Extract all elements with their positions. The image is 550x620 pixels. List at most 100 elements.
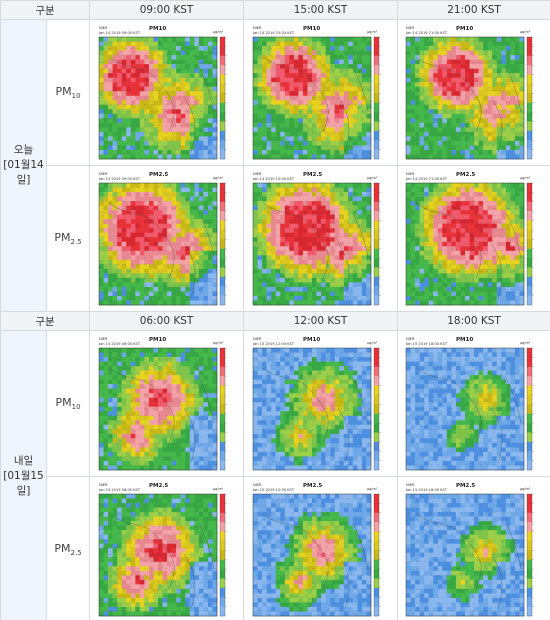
pm-subscript: 10 [71, 92, 81, 101]
forecast-map-cell[interactable]: NIER Jan 15 2019 12:00 KST PM2.5 μg/m³ [243, 476, 399, 620]
column-header-time: 06:00 KST [89, 311, 245, 331]
forecast-map-cell[interactable]: NIER Jan 14 2019 09:00 KST PM2.5 μg/m³ [89, 165, 245, 312]
color-scale-bar [219, 493, 227, 616]
forecast-row: 오늘 [01월14일] PM10 NIER Jan 14 2019 09:00 KST P… [0, 19, 550, 312]
coastline [262, 202, 368, 298]
forecast-map-cell[interactable]: NIER Jan 15 2019 06:00 KST PM10 μg/m³ [89, 330, 245, 477]
map-timestamp: Jan 15 2019 06:00 KST [98, 488, 141, 492]
map-title: PM2.5 [456, 483, 475, 489]
wind-vectors [101, 351, 217, 465]
wind-vectors [408, 351, 524, 465]
pm-label-cell: PM10 [45, 19, 91, 166]
map-title: PM10 [149, 337, 166, 343]
wind-vectors [101, 186, 217, 300]
pm-label: PM [54, 541, 71, 555]
concentration-field [406, 182, 525, 305]
coastline [108, 367, 214, 463]
color-scale-bar [526, 36, 534, 159]
map-agency-label: NIER [406, 483, 415, 487]
column-header-category: 구분 [0, 311, 91, 331]
forecast-map-cell[interactable]: NIER Jan 15 2019 06:00 KST PM2.5 μg/m³ [89, 476, 245, 620]
coastline [415, 367, 522, 463]
coastline [108, 513, 214, 609]
forecast-map-cell[interactable]: NIER Jan 15 2019 18:00 KST PM10 μg/m³ [397, 330, 550, 477]
map-title: PM2.5 [303, 483, 322, 489]
wind-vectors [255, 497, 371, 611]
map-unit-label: μg/m³ [367, 487, 378, 491]
wind-vectors [255, 40, 371, 154]
pm-label: PM [55, 395, 72, 409]
color-scale-bar [373, 347, 381, 470]
map-unit-label: μg/m³ [213, 341, 224, 345]
map-timestamp: Jan 15 2019 18:00 KST [405, 342, 448, 346]
pm-label-cell: PM2.5 [45, 476, 91, 620]
color-scale-bar [373, 493, 381, 616]
map-unit-label: μg/m³ [367, 176, 378, 180]
map-timestamp: Jan 14 2019 21:00 KST [405, 31, 448, 35]
map-unit-label: μg/m³ [213, 176, 224, 180]
color-scale-bar [219, 182, 227, 305]
concentration-field [406, 493, 525, 616]
map-title: PM10 [456, 26, 473, 32]
map-timestamp: Jan 15 2019 12:00 KST [252, 342, 295, 346]
forecast-map-cell[interactable]: NIER Jan 14 2019 15:00 KST PM10 μg/m³ [243, 19, 399, 166]
map-timestamp: Jan 14 2019 15:00 KST [252, 31, 295, 35]
day-label: 오늘 [13, 144, 34, 156]
map-agency-label: NIER [99, 337, 108, 341]
date-label: [01월14일] [3, 159, 44, 186]
color-scale-bar [526, 493, 534, 616]
day-label-cell: 오늘 [01월14일] [0, 19, 47, 312]
map-timestamp: Jan 15 2019 18:00 KST [405, 488, 448, 492]
color-scale-bar [219, 347, 227, 470]
color-scale-bar [373, 182, 381, 305]
map-agency-label: NIER [99, 483, 108, 487]
forecast-map-cell[interactable]: NIER Jan 15 2019 18:00 KST PM2.5 μg/m³ [397, 476, 550, 620]
map-agency-label: NIER [99, 26, 108, 30]
wind-vectors [255, 351, 371, 465]
day-label: 내일 [13, 455, 34, 467]
forecast-row: 내일 [01월15일] PM10 NIER Jan 15 2019 06:00 KST P… [0, 330, 550, 620]
concentration-field [252, 347, 371, 470]
concentration-field [406, 36, 525, 159]
column-header-time: 09:00 KST [89, 0, 245, 20]
map-timestamp: Jan 14 2019 15:00 KST [252, 177, 295, 181]
coastline [415, 202, 522, 298]
map-unit-label: μg/m³ [213, 30, 224, 34]
color-scale-bar [219, 36, 227, 159]
pm-subscript: 2.5 [70, 238, 82, 247]
pm-label: PM [54, 230, 71, 244]
map-title: PM2.5 [456, 172, 475, 178]
map-unit-label: μg/m³ [213, 487, 224, 491]
coastline [262, 513, 368, 609]
color-scale-bar [526, 347, 534, 470]
map-unit-label: μg/m³ [520, 341, 531, 345]
map-agency-label: NIER [406, 172, 415, 176]
map-agency-label: NIER [253, 337, 262, 341]
map-unit-label: μg/m³ [367, 30, 378, 34]
coastline [108, 202, 214, 298]
forecast-map-cell[interactable]: NIER Jan 14 2019 15:00 KST PM2.5 μg/m³ [243, 165, 399, 312]
map-title: PM2.5 [303, 172, 322, 178]
day-label-cell: 내일 [01월15일] [0, 330, 47, 620]
concentration-field [98, 36, 217, 159]
pm-label-cell: PM10 [45, 330, 91, 477]
coastline [108, 56, 214, 152]
column-header-time: 12:00 KST [243, 311, 399, 331]
map-unit-label: μg/m³ [367, 341, 378, 345]
map-title: PM10 [149, 26, 166, 32]
forecast-map-cell[interactable]: NIER Jan 14 2019 21:00 KST PM10 μg/m³ [397, 19, 550, 166]
wind-vectors [408, 186, 524, 300]
coastline [415, 513, 522, 609]
forecast-map-cell[interactable]: NIER Jan 15 2019 12:00 KST PM10 μg/m³ [243, 330, 399, 477]
forecast-map-cell[interactable]: NIER Jan 14 2019 21:00 KST PM2.5 μg/m³ [397, 165, 550, 312]
forecast-map-cell[interactable]: NIER Jan 14 2019 09:00 KST PM10 μg/m³ [89, 19, 245, 166]
